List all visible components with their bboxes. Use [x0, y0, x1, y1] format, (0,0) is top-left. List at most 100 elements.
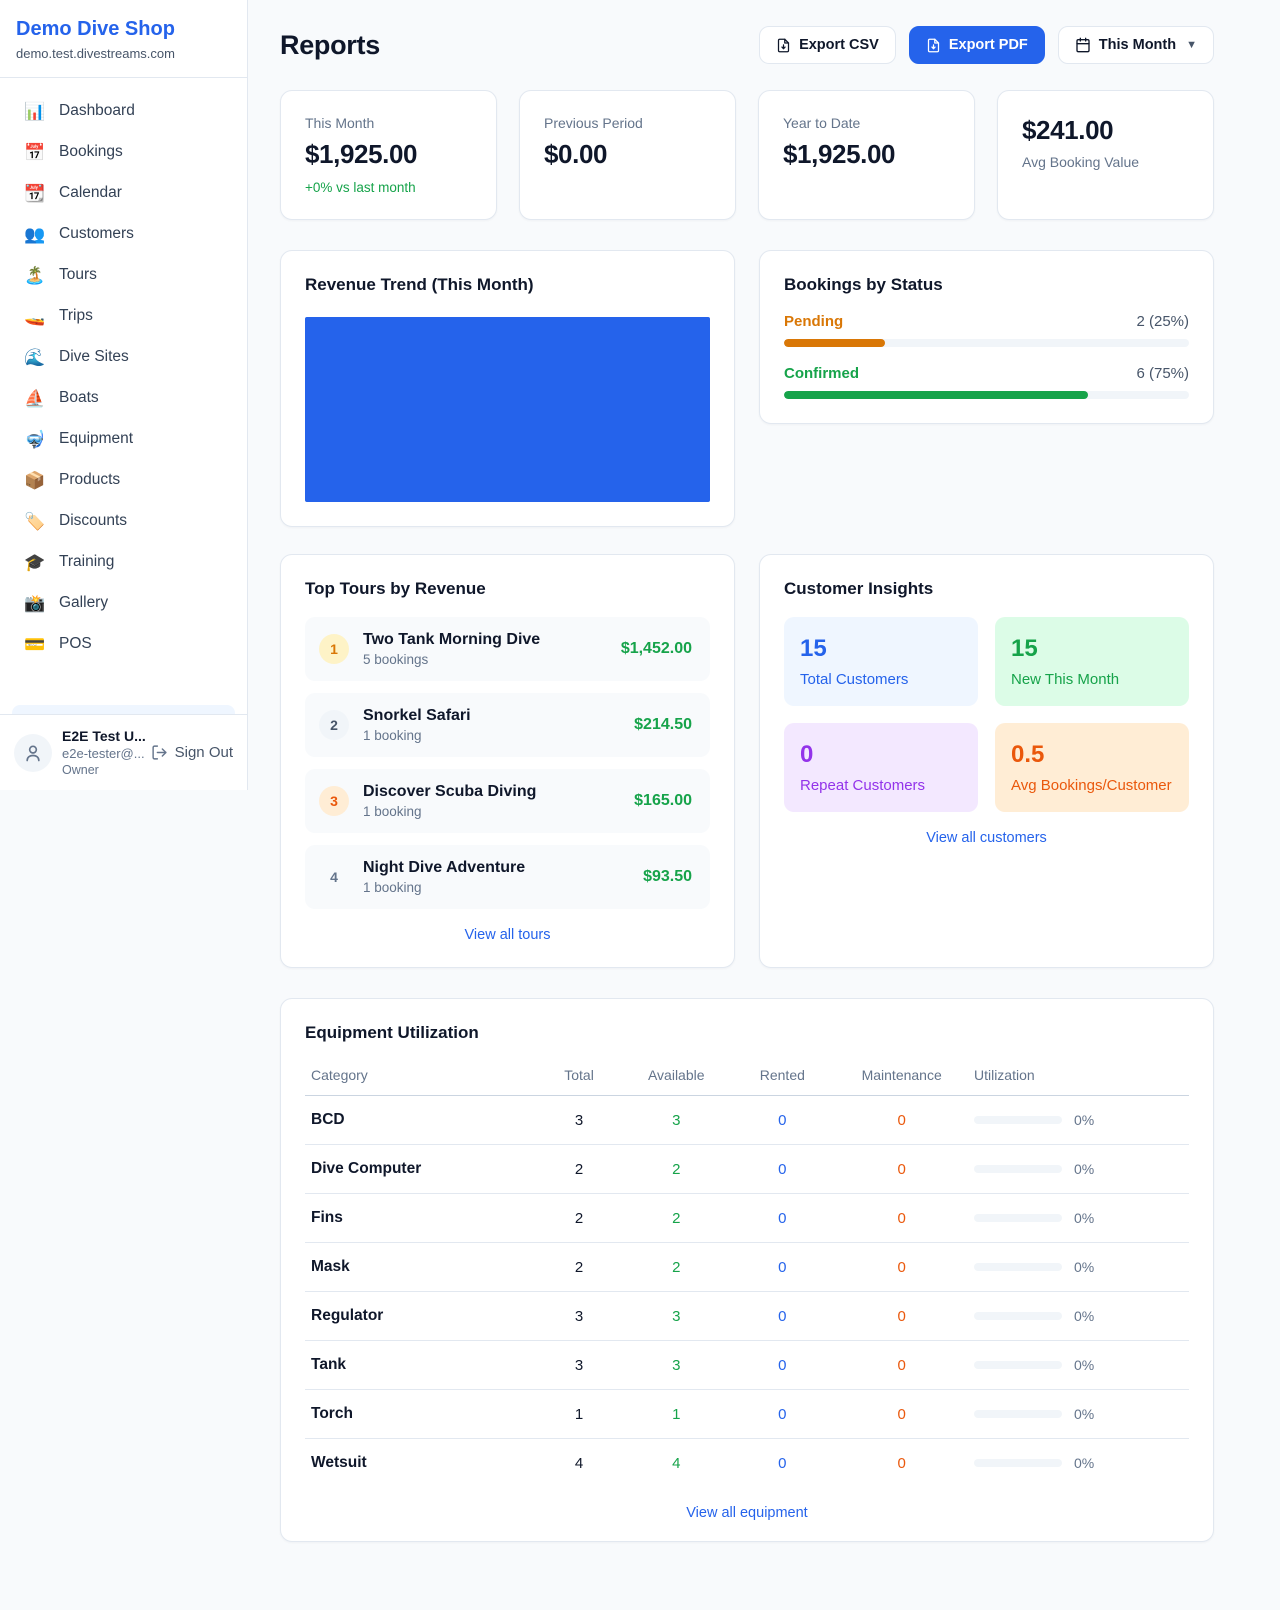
status-head: Pending 2 (25%): [784, 313, 1189, 330]
view-all-tours-link[interactable]: View all tours: [464, 927, 551, 943]
utilization-wrap: 0%: [973, 1455, 1183, 1471]
user-role: Owner: [62, 763, 99, 777]
sidebar-nav: 📊 Dashboard 📅 Bookings 📆 Calendar 👥 Customers 🏝️…: [0, 78, 247, 705]
avatar: [14, 733, 52, 772]
status-value: 2 (25%): [1136, 313, 1189, 330]
file-download-icon: [777, 38, 790, 52]
insight-tile: 0 Repeat Customers: [784, 723, 978, 812]
sign-out-button[interactable]: Sign Out: [151, 744, 233, 761]
user-meta: E2E Test U... e2e-tester@... Owner: [62, 728, 146, 777]
status-progress-track: [784, 339, 1189, 347]
package-icon: 📦: [24, 470, 46, 490]
status-label: Confirmed: [784, 365, 859, 382]
sidebar-item-bookings[interactable]: 📅 Bookings: [12, 133, 235, 171]
utilization-wrap: 0%: [973, 1406, 1183, 1422]
equipment-rented: 0: [729, 1144, 836, 1194]
stat-delta: +0% vs last month: [305, 180, 416, 195]
sidebar-item-products[interactable]: 📦 Products: [12, 461, 235, 499]
sidebar-item-pos[interactable]: 💳 POS: [12, 625, 235, 663]
top-tours-card: Top Tours by Revenue 1 Two Tank Morning D…: [280, 554, 735, 968]
utilization-bar: [973, 1214, 1062, 1222]
sidebar-item-equipment[interactable]: 🤿 Equipment: [12, 420, 235, 458]
customer-insights-title: Customer Insights: [784, 579, 934, 598]
utilization-percent: 0%: [1073, 1406, 1095, 1422]
tour-name: Night Dive Adventure: [363, 859, 526, 876]
chevron-down-icon: ▼: [1186, 39, 1197, 51]
view-all-equipment-link[interactable]: View all equipment: [686, 1505, 808, 1521]
sidebar-item-label: Discounts: [59, 512, 128, 529]
diving-mask-icon: 🤿: [24, 429, 46, 449]
tour-row[interactable]: 2 Snorkel Safari 1 booking $214.50: [305, 693, 710, 757]
utilization-percent: 0%: [1073, 1259, 1095, 1275]
stat-value: $1,925.00: [305, 139, 418, 169]
period-label: This Month: [1098, 37, 1177, 53]
equipment-maintenance: 0: [835, 1095, 968, 1145]
header-actions: Export CSV Export PDF This Month ▼: [759, 26, 1214, 64]
tour-meta: Night Dive Adventure 1 booking: [363, 859, 629, 895]
insight-value: 15: [1011, 635, 1038, 662]
utilization-bar: [973, 1165, 1062, 1173]
sidebar-item-training[interactable]: 🎓 Training: [12, 543, 235, 581]
utilization-bar: [973, 1459, 1062, 1467]
equipment-category: BCD: [305, 1095, 535, 1145]
logout-icon: [152, 745, 167, 760]
equipment-row: Wetsuit 4 4 0 0 0%: [305, 1439, 1189, 1488]
status-label: Pending: [784, 313, 844, 330]
tour-meta: Snorkel Safari 1 booking: [363, 707, 620, 743]
period-select[interactable]: This Month ▼: [1057, 26, 1214, 64]
export-pdf-button[interactable]: Export PDF: [908, 26, 1045, 64]
sidebar-item-trips[interactable]: 🚤 Trips: [12, 297, 235, 335]
equipment-row: BCD 3 3 0 0 0%: [305, 1095, 1189, 1145]
bookings-by-status-card: Bookings by Status Pending 2 (25%) Confirm…: [759, 250, 1214, 424]
tour-revenue: $93.50: [643, 868, 692, 885]
equipment-row: Torch 1 1 0 0 0%: [305, 1389, 1189, 1439]
file-download-icon: [927, 38, 939, 52]
tour-row[interactable]: 3 Discover Scuba Diving 1 booking $165.00: [305, 769, 710, 833]
export-csv-button[interactable]: Export CSV: [759, 26, 896, 64]
utilization-wrap: 0%: [973, 1112, 1183, 1128]
sidebar-item-customers[interactable]: 👥 Customers: [12, 215, 235, 253]
sidebar-item-label: Training: [59, 553, 115, 570]
sidebar-item-dive-sites[interactable]: 🌊 Dive Sites: [12, 338, 235, 376]
utilization-wrap: 0%: [973, 1308, 1183, 1324]
insight-value: 0.5: [1011, 741, 1045, 768]
equipment-available: 2: [623, 1242, 730, 1292]
stat-label: Previous Period: [544, 115, 643, 131]
sidebar-item-reports-partial[interactable]: [12, 705, 235, 714]
equipment-available: 4: [672, 1454, 681, 1472]
insight-tile: 0.5 Avg Bookings/Customer: [995, 723, 1189, 812]
equipment-maintenance: 0: [835, 1193, 968, 1243]
equipment-category: Fins: [305, 1193, 535, 1243]
sidebar-item-discounts[interactable]: 🏷️ Discounts: [12, 502, 235, 540]
user-panel: E2E Test U... e2e-tester@... Owner Sign …: [0, 714, 247, 790]
tour-bookings: 1 booking: [363, 804, 422, 819]
tour-row[interactable]: 1 Two Tank Morning Dive 5 bookings $1,452.0…: [305, 617, 710, 681]
sidebar-item-tours[interactable]: 🏝️ Tours: [12, 256, 235, 294]
sidebar-item-label: Customers: [59, 225, 134, 242]
sidebar-item-calendar[interactable]: 📆 Calendar: [12, 174, 235, 212]
equipment-category: Wetsuit: [311, 1454, 367, 1471]
sailboat-icon: ⛵: [24, 388, 46, 408]
tour-name: Snorkel Safari: [363, 707, 471, 724]
tour-row[interactable]: 4 Night Dive Adventure 1 booking $93.50: [305, 845, 710, 909]
view-all-customers-link[interactable]: View all customers: [926, 830, 1047, 846]
wave-icon: 🌊: [24, 347, 46, 367]
sidebar-item-gallery[interactable]: 📸 Gallery: [12, 584, 235, 622]
sidebar-item-label: Dive Sites: [59, 348, 129, 365]
insight-tile: 15 Total Customers: [784, 617, 978, 706]
sidebar-item-boats[interactable]: ⛵ Boats: [12, 379, 235, 417]
equipment-maintenance: 0: [897, 1454, 906, 1472]
insights-row: Top Tours by Revenue 1 Two Tank Morning D…: [280, 554, 1214, 968]
tour-meta: Discover Scuba Diving 1 booking: [363, 783, 620, 819]
sidebar-item-label: Tours: [59, 266, 97, 283]
stat-card: This Month $1,925.00 +0% vs last month: [280, 90, 497, 220]
equipment-category: Dive Computer: [305, 1144, 535, 1194]
equipment-maintenance: 0: [835, 1242, 968, 1292]
equipment-rented: 0: [729, 1389, 836, 1439]
sidebar-item-label: Gallery: [59, 594, 109, 611]
sidebar-item-dashboard[interactable]: 📊 Dashboard: [12, 92, 235, 130]
equipment-category: Tank: [305, 1340, 535, 1390]
status-row: Confirmed 6 (75%): [784, 365, 1189, 399]
sidebar-item-label: Calendar: [59, 184, 122, 201]
top-tours-list: 1 Two Tank Morning Dive 5 bookings $1,452.0…: [305, 617, 710, 909]
